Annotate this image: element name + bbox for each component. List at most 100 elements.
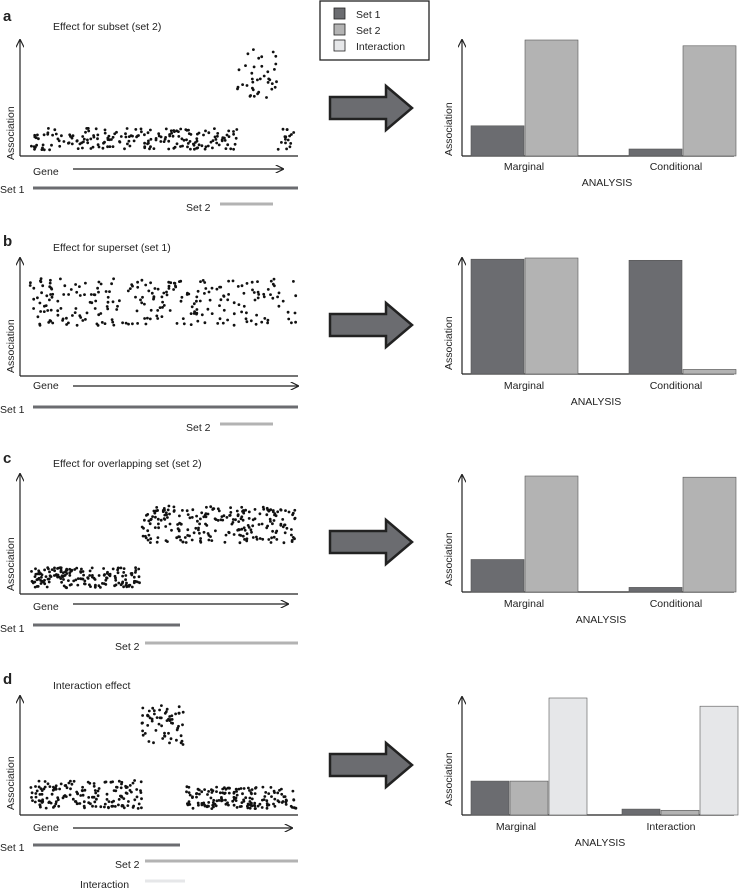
scatter-point	[93, 800, 97, 804]
scatter-point	[149, 537, 153, 541]
scatter-point	[134, 566, 138, 570]
scatter-point	[205, 505, 208, 509]
scatter-xlabel-a: Gene	[33, 166, 59, 178]
scatter-point	[180, 137, 184, 141]
scatter-point	[231, 521, 235, 524]
scatter-point	[266, 524, 269, 528]
scatter-point	[94, 127, 98, 131]
scatter-point	[207, 534, 211, 537]
scatter-point	[190, 538, 194, 542]
scatter-point	[136, 285, 140, 289]
scatter-point	[119, 566, 123, 570]
scatter-point	[51, 133, 54, 137]
scatter-point	[117, 803, 120, 807]
scatter-point	[160, 295, 164, 299]
scatter-point	[108, 145, 112, 149]
scatter-point	[72, 779, 76, 783]
scatter-point	[271, 509, 275, 512]
scatter-point	[194, 526, 198, 530]
scatter-point	[37, 137, 40, 141]
scatter-point	[185, 790, 188, 794]
scatter-point	[234, 796, 238, 800]
scatter-point	[106, 138, 110, 142]
scatter-point	[33, 800, 37, 804]
scatter-point	[242, 787, 246, 790]
scatter-point	[83, 293, 86, 296]
scatter-point	[175, 738, 178, 742]
scatter-point	[36, 296, 39, 300]
scatter-point	[197, 143, 201, 147]
scatter-point	[59, 566, 63, 570]
scatter-point	[276, 295, 279, 299]
bar-b-1-0	[628, 259, 683, 375]
scatter-point	[143, 145, 147, 149]
scatter-point	[106, 145, 109, 149]
scatter-point	[65, 316, 68, 320]
scatter-point	[280, 792, 284, 796]
scatter-point	[71, 797, 75, 801]
scatter-point	[242, 291, 246, 295]
scatter-point	[106, 307, 110, 311]
scatter-point	[273, 85, 277, 89]
scatter-point	[79, 794, 83, 797]
scatter-point	[32, 297, 36, 301]
scatter-point	[270, 536, 273, 540]
scatter-point	[217, 799, 221, 802]
scatter-point	[103, 128, 107, 132]
scatter-point	[153, 287, 157, 290]
scatter-point	[235, 793, 239, 797]
scatter-point	[120, 804, 124, 808]
scatter-point	[196, 801, 200, 805]
scatter-point	[44, 806, 48, 810]
scatter-point	[83, 788, 87, 792]
scatter-point	[38, 301, 42, 305]
scatter-point	[149, 145, 152, 149]
scatter-point	[38, 799, 42, 803]
scatter-point	[270, 87, 274, 91]
scatter-point	[132, 139, 136, 143]
scatter-point	[206, 144, 210, 148]
scatter-point	[69, 779, 72, 783]
scatter-point	[149, 308, 153, 312]
scatter-point	[266, 70, 270, 74]
scatter-point	[118, 299, 121, 303]
scatter-points-c	[30, 504, 297, 590]
bar-a-1-1	[682, 45, 737, 157]
scatter-point	[275, 529, 279, 533]
scatter-point	[30, 791, 34, 795]
scatter-point	[101, 146, 105, 150]
scatter-point	[143, 302, 146, 306]
scatter-point	[75, 566, 79, 570]
scatter-point	[33, 585, 37, 589]
scatter-point	[211, 139, 215, 143]
scatter-point	[197, 526, 200, 530]
scatter-point	[292, 280, 295, 283]
bar-xlabel-a: ANALYSIS	[582, 177, 633, 189]
scatter-point	[115, 308, 119, 311]
scatter-point	[228, 513, 232, 517]
scatter-point	[207, 804, 210, 808]
scatter-point	[226, 318, 230, 322]
scatter-point	[170, 718, 174, 721]
scatter-point	[133, 779, 137, 782]
scatter-point	[290, 540, 294, 543]
scatter-point	[227, 129, 231, 133]
scatter-point	[280, 787, 283, 791]
scatter-axes-a	[20, 40, 298, 169]
bar-ylabel-a: Association	[443, 102, 455, 156]
scatter-point	[182, 138, 186, 142]
scatter-point	[148, 317, 152, 321]
scatter-point	[177, 724, 180, 728]
scatter-point	[156, 287, 160, 291]
panel-letter-b: b	[3, 233, 12, 250]
scatter-point	[236, 85, 240, 89]
scatter-point	[256, 290, 260, 294]
scatter-point	[102, 573, 106, 577]
scatter-point	[253, 517, 257, 521]
scatter-point	[180, 295, 184, 299]
scatter-point	[237, 303, 241, 306]
scatter-point	[46, 577, 50, 581]
scatter-point	[168, 741, 171, 745]
scatter-point	[198, 792, 201, 796]
